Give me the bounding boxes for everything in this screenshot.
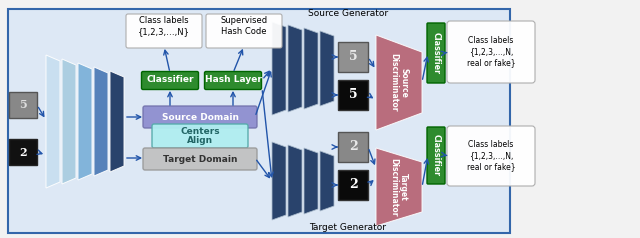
Text: 5: 5 [19, 99, 27, 110]
FancyBboxPatch shape [338, 132, 368, 162]
Text: 2: 2 [349, 140, 357, 154]
Text: Class labels
{1,2,3,…,N,
real or fake}: Class labels {1,2,3,…,N, real or fake} [467, 140, 515, 172]
Text: 5: 5 [349, 50, 357, 64]
FancyBboxPatch shape [143, 106, 257, 128]
Text: Hash Layer: Hash Layer [205, 75, 261, 84]
FancyBboxPatch shape [206, 14, 282, 48]
FancyBboxPatch shape [143, 148, 257, 170]
Polygon shape [110, 71, 124, 172]
FancyBboxPatch shape [126, 14, 202, 48]
FancyBboxPatch shape [8, 9, 510, 233]
FancyBboxPatch shape [427, 23, 445, 83]
Polygon shape [46, 55, 60, 188]
Text: Source Generator: Source Generator [308, 10, 388, 19]
Text: Target Generator: Target Generator [310, 223, 387, 233]
Text: 5: 5 [349, 89, 357, 101]
Text: 2: 2 [349, 178, 357, 192]
FancyBboxPatch shape [338, 42, 368, 72]
Text: Classifier: Classifier [147, 75, 194, 84]
FancyBboxPatch shape [447, 126, 535, 186]
Polygon shape [62, 59, 76, 184]
Text: Class labels
{1,2,3,…,N,
real or fake}: Class labels {1,2,3,…,N, real or fake} [467, 36, 515, 68]
Text: Source
Discriminator: Source Discriminator [390, 53, 408, 112]
FancyBboxPatch shape [9, 139, 37, 165]
Polygon shape [288, 25, 302, 112]
Polygon shape [376, 35, 422, 130]
FancyBboxPatch shape [9, 92, 37, 118]
Polygon shape [304, 28, 318, 109]
FancyBboxPatch shape [338, 170, 368, 200]
Polygon shape [272, 142, 286, 220]
Polygon shape [94, 67, 108, 176]
Polygon shape [304, 148, 318, 214]
Text: 2: 2 [19, 147, 27, 158]
FancyBboxPatch shape [205, 71, 262, 89]
FancyBboxPatch shape [338, 80, 368, 110]
Polygon shape [376, 148, 422, 226]
Text: Classifier: Classifier [431, 134, 440, 176]
Text: Target
Discriminator: Target Discriminator [390, 158, 408, 216]
Polygon shape [320, 151, 334, 211]
Polygon shape [288, 145, 302, 217]
FancyBboxPatch shape [447, 21, 535, 83]
Text: Supervised
Hash Code: Supervised Hash Code [220, 16, 268, 36]
FancyBboxPatch shape [152, 124, 248, 148]
Text: Classifier: Classifier [431, 32, 440, 74]
Text: Target Domain: Target Domain [163, 154, 237, 164]
Text: Centers
Align: Centers Align [180, 127, 220, 145]
Polygon shape [78, 63, 92, 180]
Polygon shape [320, 31, 334, 106]
Text: Source Domain: Source Domain [161, 113, 239, 122]
FancyBboxPatch shape [427, 127, 445, 184]
FancyBboxPatch shape [141, 71, 198, 89]
Polygon shape [272, 22, 286, 115]
Text: Class labels
{1,2,3,…,N}: Class labels {1,2,3,…,N} [138, 16, 190, 36]
